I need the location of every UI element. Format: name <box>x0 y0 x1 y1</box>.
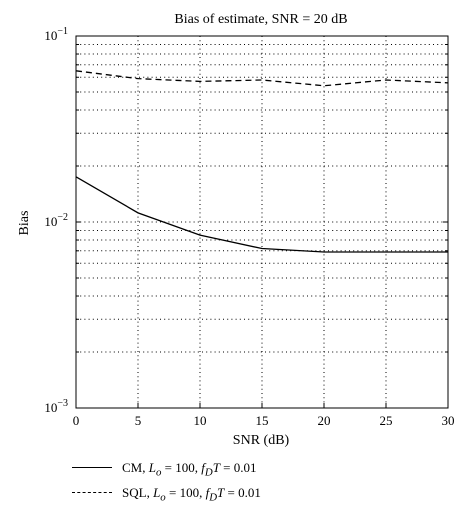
x-tick-label: 30 <box>442 413 455 428</box>
series-layer <box>75 70 449 253</box>
legend-line-dashed <box>72 492 112 493</box>
series-line-cm <box>75 176 448 253</box>
x-tick-label: 10 <box>194 413 207 428</box>
x-axis-label: SNR (dB) <box>233 433 290 448</box>
x-tick-label: 5 <box>135 413 142 428</box>
x-tick-label: 25 <box>380 413 393 428</box>
x-tick-label: 15 <box>256 413 269 428</box>
legend-text-sql: SQL, Lo = 100, fDT = 0.01 <box>122 485 261 504</box>
legend-text-cm: CM, Lo = 100, fDT = 0.01 <box>122 460 257 479</box>
y-tick-label: 10−2 <box>44 212 68 229</box>
chart-title: Bias of estimate, SNR = 20 dB <box>174 12 347 27</box>
plot-frame <box>75 35 449 409</box>
ticks: 0 5 10 15 20 25 30 10−3 10−2 10−1 <box>44 26 454 428</box>
legend-line-solid <box>72 467 112 468</box>
y-tick-label: 10−1 <box>44 26 68 43</box>
series-line-sql <box>75 70 449 87</box>
x-tick-label: 0 <box>73 413 80 428</box>
y-tick-label: 10−3 <box>44 398 68 415</box>
x-tick-label: 20 <box>318 413 331 428</box>
y-axis-label: Bias <box>17 211 32 236</box>
grid <box>76 36 448 408</box>
